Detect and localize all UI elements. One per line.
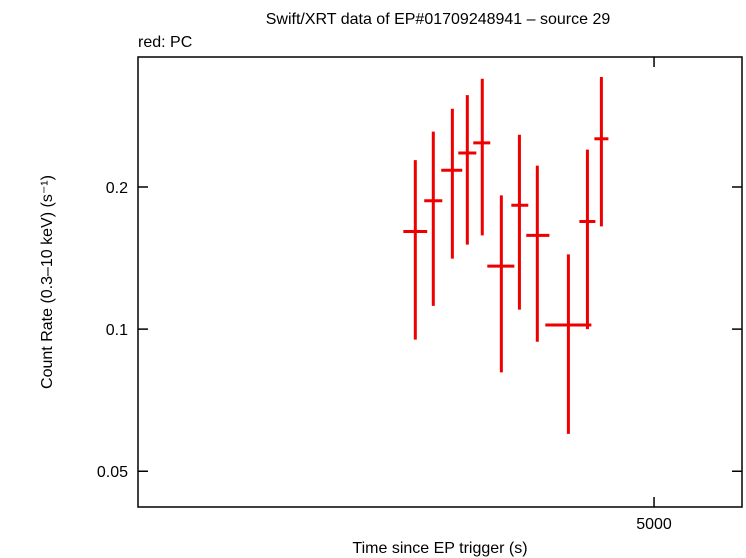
y-tick-label: 0.05: [97, 464, 128, 481]
x-axis-label: Time since EP trigger (s): [352, 540, 527, 557]
y-tick-label: 0.1: [106, 322, 128, 339]
chart-subtitle: red: PC: [138, 34, 192, 51]
x-tick-label: 5000: [636, 516, 672, 533]
y-axis-label: Count Rate (0.3–10 keV) (s⁻¹): [39, 175, 56, 389]
chart-title: Swift/XRT data of EP#01709248941 – sourc…: [266, 11, 611, 28]
plot-frame: [137, 56, 743, 508]
y-tick-label: 0.2: [106, 180, 128, 197]
